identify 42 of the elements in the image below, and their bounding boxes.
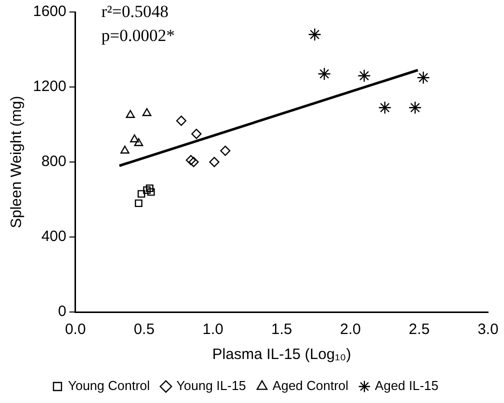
y-axis-title: Spleen Weight (mg) [8, 96, 26, 228]
point [378, 101, 392, 114]
y-tick-label: 1600 [32, 3, 66, 20]
point [416, 71, 430, 84]
annotation: p=0.0002* [101, 26, 175, 45]
point [176, 116, 186, 126]
point [134, 138, 144, 146]
x-axis-title: Plasma IL-15 (Log₁₀) [212, 346, 352, 364]
point [209, 156, 220, 168]
point [308, 28, 322, 42]
point [126, 110, 135, 118]
x-tick-label: 2.0 [340, 321, 361, 338]
x-tick-label: 0.0 [64, 321, 86, 338]
point [120, 146, 130, 154]
x-tick-label: 1.0 [202, 321, 224, 338]
legend-label: Young IL-15 [176, 378, 246, 394]
legend-label: Young Control [68, 378, 150, 394]
x-tick-label: 0.5 [134, 321, 155, 338]
y-tick-label: 0 [58, 303, 66, 320]
y-tick-label: 800 [41, 153, 66, 170]
point [147, 188, 155, 196]
point [220, 146, 230, 156]
y-tick-label: 1200 [32, 78, 66, 96]
point [134, 199, 142, 208]
point [130, 134, 140, 142]
point [318, 67, 331, 80]
point [358, 69, 371, 82]
point [186, 155, 196, 166]
y-tick-label: 400 [41, 228, 66, 246]
point [146, 184, 154, 192]
x-tick-label: 3.0 [478, 321, 498, 338]
point [408, 101, 422, 114]
point [142, 108, 152, 116]
point [191, 128, 202, 139]
legend-label: Aged IL-15 [374, 378, 439, 394]
point [138, 190, 146, 198]
point [143, 186, 151, 194]
x-tick-label: 2.5 [408, 321, 430, 338]
x-tick-label: 1.5 [271, 321, 292, 338]
point [188, 156, 199, 168]
legend-label: Aged Control [272, 378, 349, 394]
annotation: r²=0.5048 [101, 2, 168, 21]
